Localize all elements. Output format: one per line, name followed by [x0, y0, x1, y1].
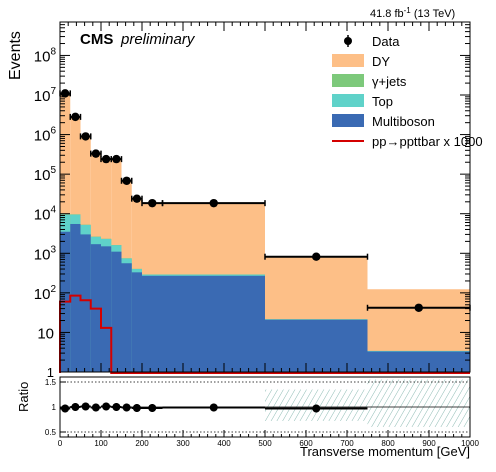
data-point-1 [71, 112, 80, 122]
legend-swatch-top [332, 94, 364, 107]
data-point-3 [91, 149, 101, 158]
x-tick-label: 600 [299, 439, 313, 448]
x-tick-label: 100 [94, 439, 108, 448]
ratio-band-bin-12 [367, 379, 470, 427]
data-point-7 [132, 194, 142, 203]
ratio-y-tick-label: 0.5 [45, 428, 57, 437]
y-tick-label-bottom: 1 [47, 365, 54, 380]
lumi-label: 41.8 fb-1 (13 TeV) [370, 6, 455, 20]
hist-bar-multiboson-5 [111, 251, 122, 372]
signal-line [59, 294, 470, 374]
legend-label: γ+jets [372, 74, 407, 89]
ratio-y-tick-label: 1.5 [45, 378, 57, 387]
data-point-10 [312, 252, 321, 261]
hist-bar-multiboson-10 [265, 319, 368, 372]
legend-swatch-multiboson [332, 114, 364, 127]
y-tick-label: 10 [37, 325, 54, 342]
legend-label: Multiboson [372, 114, 435, 129]
legend: Data DY γ+jets Top Multiboson pp→ppttbar x 10… [332, 34, 483, 149]
x-tick-label: 1000 [461, 439, 479, 448]
legend-data-marker [344, 37, 352, 45]
ratio-point-3 [91, 403, 100, 412]
data-point-4 [101, 154, 111, 164]
y-tick-label: 103 [34, 244, 57, 263]
y-axis-label: Events [7, 31, 24, 80]
legend-label: DY [372, 54, 390, 69]
legend-swatch--jets [332, 74, 364, 87]
legend-swatch-dy [332, 54, 364, 67]
data-point-11 [414, 303, 423, 312]
legend-label: Top [372, 94, 393, 109]
ratio-point-2 [81, 402, 90, 411]
ratio-y-axis-label: Ratio [16, 382, 31, 412]
ratio-point-1 [71, 403, 80, 411]
ratio-y-tick-label: 1 [52, 403, 57, 412]
ratio-point-4 [102, 402, 111, 411]
ratio-points [60, 402, 368, 413]
ratio-point-6 [122, 403, 131, 412]
x-tick-label: 500 [258, 439, 272, 448]
x-tick-label: 300 [176, 439, 190, 448]
x-tick-label: 400 [217, 439, 231, 448]
ratio-point-5 [112, 403, 121, 411]
hist-bar-multiboson-6 [121, 263, 132, 372]
x-tick-label: 900 [422, 439, 436, 448]
ratio-point-9 [209, 403, 218, 412]
data-point-0 [60, 89, 70, 98]
hist-bar-multiboson-7 [131, 272, 142, 372]
data-point-9 [209, 198, 218, 208]
data-point-2 [81, 132, 90, 141]
data-point-5 [112, 154, 121, 164]
ratio-uncertainty-band [265, 379, 470, 427]
y-tick-label: 108 [34, 46, 57, 65]
x-axis-label: Transverse momentum [GeV] [300, 444, 470, 459]
cms-label: CMS [80, 31, 113, 48]
data-point-6 [122, 176, 131, 185]
x-tick-label: 800 [381, 439, 395, 448]
legend-label: pp→ppttbar x 1000 [372, 134, 483, 149]
x-tick-label: 700 [340, 439, 354, 448]
y-tick-label: 104 [34, 205, 57, 224]
hist-bar-multiboson-4 [101, 246, 112, 372]
legend-label: Data [372, 34, 400, 49]
hist-bar-multiboson-11 [367, 351, 470, 372]
y-tick-label: 107 [34, 86, 57, 105]
ratio-point-8 [148, 404, 157, 412]
x-tick-label: 0 [58, 439, 63, 448]
main-axis-ticks: 10 102 103 104 105 106 107 108 1 [34, 21, 471, 380]
x-tick-label: 200 [135, 439, 149, 448]
data-points [59, 89, 471, 312]
y-tick-label: 105 [34, 165, 57, 184]
signal-histogram [59, 294, 470, 374]
hist-bar-multiboson-8 [142, 275, 163, 372]
data-point-8 [148, 198, 157, 208]
hist-bar-multiboson-1 [70, 223, 81, 372]
hist-bar-multiboson-2 [80, 234, 91, 372]
y-tick-label: 106 [34, 126, 57, 145]
hist-bar-multiboson-9 [162, 275, 265, 372]
ratio-point-0 [61, 404, 70, 413]
ratio-point-7 [132, 404, 141, 412]
ratio-axis-ticks: 0.5 1 1.5 0 100 200 300 400 500 600 700 800 900 1000 [45, 378, 480, 448]
cms-preliminary-label: preliminary [120, 31, 196, 48]
ratio-point-10 [312, 404, 321, 413]
y-tick-label: 102 [34, 284, 57, 303]
